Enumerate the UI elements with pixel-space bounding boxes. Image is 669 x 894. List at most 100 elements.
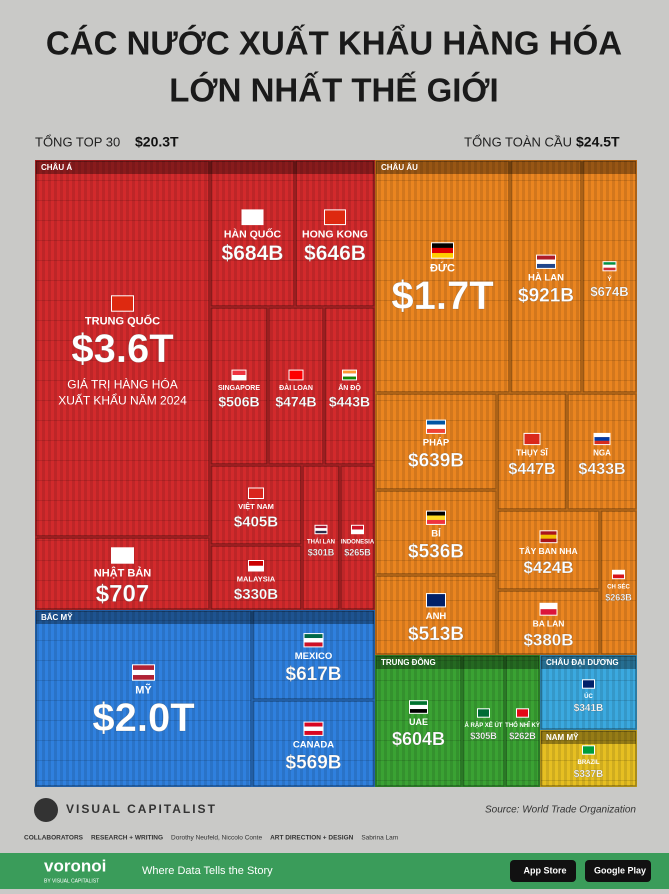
app-store-button[interactable] bbox=[510, 860, 576, 882]
flag bbox=[594, 440, 610, 445]
country-name: SINGAPORE bbox=[218, 385, 260, 392]
country-name: MALAYSIA bbox=[237, 575, 276, 584]
flag bbox=[248, 565, 264, 571]
country-value: $424B bbox=[523, 558, 573, 577]
credit: Dorothy Neufeld, Niccolo Conte bbox=[171, 835, 262, 842]
flag-border bbox=[612, 569, 625, 580]
country-value: $639B bbox=[408, 450, 464, 471]
country-name: ANH bbox=[426, 611, 447, 622]
country-value: $707 bbox=[96, 581, 149, 608]
google-play-button[interactable] bbox=[585, 860, 651, 882]
country-name: TÂY BAN NHA bbox=[519, 545, 577, 556]
flag bbox=[248, 488, 264, 499]
flag bbox=[351, 529, 364, 534]
flag bbox=[242, 209, 263, 225]
flag-border bbox=[248, 560, 264, 572]
flag-border bbox=[132, 664, 155, 681]
flag-border bbox=[431, 242, 454, 259]
tile-texture bbox=[498, 591, 599, 654]
flag bbox=[536, 259, 556, 264]
logo bbox=[34, 798, 58, 822]
tile-texture bbox=[303, 466, 339, 609]
flag bbox=[315, 530, 327, 534]
flag bbox=[603, 261, 616, 265]
flag bbox=[132, 664, 155, 670]
flag bbox=[431, 253, 454, 259]
flag bbox=[426, 424, 446, 429]
flag bbox=[304, 633, 323, 639]
tile-texture bbox=[511, 161, 581, 392]
flag-border bbox=[593, 432, 611, 446]
flag bbox=[304, 722, 323, 727]
flag bbox=[603, 267, 616, 271]
region-name: CHÂU ÂU bbox=[381, 163, 418, 172]
country-value: $2.0T bbox=[92, 696, 194, 740]
region-header bbox=[376, 656, 539, 669]
tile-texture bbox=[541, 731, 636, 786]
flag bbox=[612, 574, 625, 579]
country-value: $1.7T bbox=[391, 274, 493, 318]
tile-texture bbox=[498, 394, 566, 509]
flag-border bbox=[582, 679, 595, 689]
flag-border bbox=[539, 530, 558, 544]
country-name: BRAZIL bbox=[578, 760, 600, 766]
country-value: $262B bbox=[509, 731, 536, 741]
flag bbox=[342, 376, 357, 380]
flag bbox=[409, 700, 428, 705]
flag bbox=[409, 704, 428, 710]
flag bbox=[540, 534, 557, 539]
country-value: $674B bbox=[590, 284, 628, 299]
country-note: GIÁ TRỊ HÀNG HÓA bbox=[67, 376, 177, 391]
flag bbox=[524, 433, 540, 445]
country-value: $3.6T bbox=[71, 327, 173, 371]
country-name: PHÁP bbox=[423, 438, 450, 449]
tile-texture bbox=[36, 611, 251, 786]
country-name: TRUNG QUỐC bbox=[85, 314, 160, 328]
tile-texture bbox=[211, 466, 301, 544]
store: App Store bbox=[523, 865, 566, 875]
credit: RESEARCH + WRITING bbox=[91, 835, 163, 842]
country-name: UAE bbox=[409, 717, 428, 727]
country-name: THỔ NHĨ KỲ bbox=[505, 722, 540, 729]
flag bbox=[540, 609, 557, 616]
country-value: $433B bbox=[578, 461, 625, 478]
flag-border bbox=[536, 254, 556, 269]
flag bbox=[232, 375, 246, 380]
country-name: Ả RẬP XÊ ÚT bbox=[465, 721, 503, 729]
country-name: ÚC bbox=[584, 693, 593, 700]
flag bbox=[594, 433, 610, 438]
flag-border bbox=[324, 209, 346, 226]
source: Source: World Trade Organization bbox=[485, 805, 636, 816]
flag-border bbox=[582, 745, 595, 755]
flag bbox=[304, 726, 323, 731]
flag bbox=[304, 730, 323, 736]
flag bbox=[248, 560, 264, 566]
flag bbox=[540, 603, 557, 610]
flag-border bbox=[426, 510, 446, 525]
country-name: HÀ LAN bbox=[528, 273, 564, 284]
country-name: Ý bbox=[607, 274, 612, 283]
flag-border bbox=[426, 593, 446, 608]
tile-texture bbox=[541, 656, 636, 729]
country-note: XUẤT KHẨU NĂM 2024 bbox=[58, 392, 187, 407]
country-name: BỈ bbox=[431, 528, 441, 540]
flag bbox=[304, 638, 323, 643]
credit: ART DIRECTION + DESIGN bbox=[270, 835, 354, 842]
tile-texture bbox=[211, 308, 267, 464]
country-value: $646B bbox=[304, 242, 366, 265]
flag bbox=[426, 515, 446, 520]
flag bbox=[111, 295, 134, 312]
tile-texture bbox=[498, 511, 599, 589]
tile-texture bbox=[568, 394, 636, 509]
tile-texture bbox=[583, 161, 636, 392]
total-value: $24.5T bbox=[576, 134, 620, 150]
flag bbox=[232, 370, 246, 375]
region-name: BẮC MỸ bbox=[41, 613, 73, 622]
flag-border bbox=[409, 700, 428, 714]
region-header bbox=[376, 161, 636, 174]
tile-texture bbox=[376, 161, 509, 392]
flag bbox=[594, 437, 610, 441]
country-name: THỤY SĨ bbox=[516, 449, 548, 458]
credit: COLLABORATORS bbox=[24, 835, 84, 842]
